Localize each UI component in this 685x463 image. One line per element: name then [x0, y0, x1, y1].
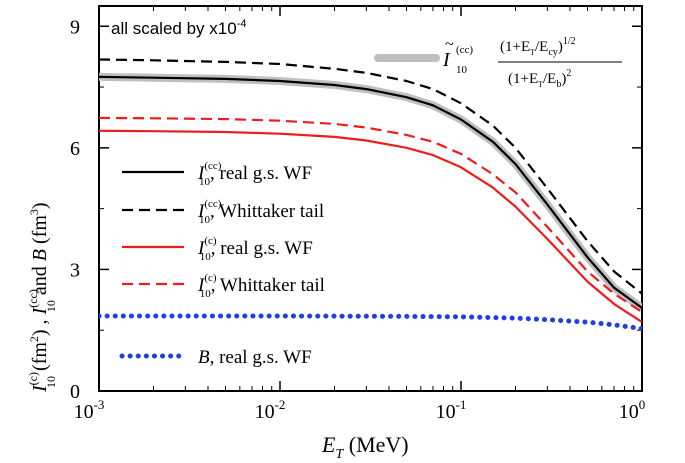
- x-tick-label: 10-3: [74, 397, 105, 423]
- x-tick-label: 10-2: [255, 397, 286, 423]
- legend-entry: I(cc) 10, real g.s. WF: [197, 160, 312, 188]
- plot-frame: [98, 5, 643, 392]
- formula-denominator: (1+ET/Eb)2: [508, 68, 571, 90]
- formula-legend: I ~ (cc) 10 (1+ET/Ecy)1/2 (1+ET/Eb)2: [374, 36, 622, 90]
- formula-numerator: (1+ET/Ecy)1/2: [500, 36, 576, 58]
- series-line-4: [99, 313, 642, 332]
- formula-tilde: ~: [445, 36, 454, 53]
- legend-entry: I(c) 10, Whittaker tail: [197, 272, 325, 300]
- x-tick-labels: 10-3 10-2 10-1 100: [74, 397, 646, 423]
- x-tick-label: 10-1: [436, 397, 467, 423]
- axis-ticks: [98, 6, 643, 392]
- series-line-3: [99, 116, 642, 313]
- y-tick-labels: 0 3 6 9: [70, 16, 80, 403]
- scale-annotation: all scaled by x10-4: [111, 18, 246, 38]
- y-tick-label: 9: [70, 16, 80, 38]
- y-tick-label: 6: [70, 138, 80, 160]
- formula-symbol: I: [442, 49, 451, 71]
- x-tick-label: 100: [619, 397, 646, 423]
- series-line-0: [99, 75, 642, 309]
- legend: I(cc) 10, real g.s. WF I(cc) 10, Whittaker …: [119, 160, 325, 368]
- x-axis-label: ET (MeV): [321, 432, 409, 462]
- svg-text:I(c)10 (fm2) , I(cc)10 and B (: I(c) 10 (fm2) , I(cc) 10 and B (fm3): [26, 202, 58, 393]
- legend-entry: I(c) 10, real g.s. WF: [197, 235, 313, 263]
- series-lines: [99, 58, 642, 332]
- legend-entry: B, real g.s. WF: [198, 347, 312, 368]
- y-tick-label: 3: [70, 259, 80, 281]
- series-line-2: [99, 129, 642, 324]
- y-tick-label: 0: [70, 381, 80, 403]
- legend-entry: I(cc) 10, Whittaker tail: [197, 198, 324, 226]
- formula-sup: (cc): [456, 44, 473, 56]
- series-line-1: [99, 58, 642, 295]
- formula-sub: 10: [456, 64, 468, 76]
- formula-curve: [99, 72, 642, 312]
- y-axis-label: I(c) 10 (fm2) , I(cc) 10 and B (fm3): [26, 202, 58, 393]
